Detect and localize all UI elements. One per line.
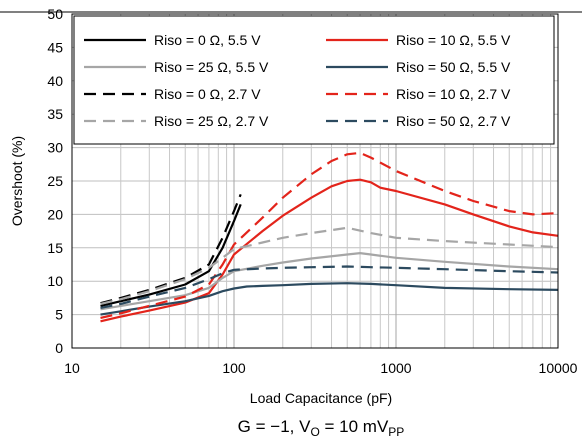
series-line	[100, 203, 242, 307]
y-axis-label: Overshoot (%)	[9, 136, 25, 226]
legend-label: Riso = 0 Ω, 5.5 V	[154, 32, 261, 48]
caption-mid: = 10 mV	[320, 417, 389, 436]
y-tick-label: 50	[47, 6, 63, 22]
y-tick-label: 20	[47, 206, 63, 222]
series-layer	[100, 151, 559, 323]
y-tick-label: 35	[47, 106, 63, 122]
legend-box	[73, 15, 555, 145]
caption-sub-pp: PP	[388, 425, 404, 439]
series-line	[100, 265, 559, 309]
legend-label: Riso = 0 Ω, 2.7 V	[154, 86, 261, 102]
chart-caption: G = −1, VO = 10 mVPP	[238, 417, 405, 439]
caption-sub-o: O	[310, 425, 319, 439]
series-line	[100, 252, 559, 311]
legend-label: Riso = 25 Ω, 5.5 V	[154, 59, 269, 75]
y-tick-label: 15	[47, 240, 63, 256]
y-tick-label: 0	[55, 340, 63, 356]
legend-label: Riso = 10 Ω, 5.5 V	[396, 32, 511, 48]
y-tick-label: 25	[47, 173, 63, 189]
x-tick-label: 10	[64, 360, 80, 376]
y-tick-label: 30	[47, 140, 63, 156]
y-tick-label: 10	[47, 273, 63, 289]
legend-label: Riso = 25 Ω, 2.7 V	[154, 113, 269, 129]
x-tick-label: 10000	[539, 360, 578, 376]
series-line	[100, 282, 559, 316]
x-axis-label: Load Capacitance (pF)	[250, 390, 392, 406]
x-tick-label: 100	[222, 360, 246, 376]
y-tick-label: 40	[47, 73, 63, 89]
y-axis-ticks: 0 5 10 15 20 25 30 35 40 45 50	[47, 6, 63, 356]
legend-label: Riso = 10 Ω, 2.7 V	[396, 86, 511, 102]
series-line	[100, 193, 242, 305]
legend: Riso = 0 Ω, 5.5 V Riso = 10 Ω, 5.5 V Riso …	[73, 15, 555, 145]
caption-prefix: G = −1, V	[238, 417, 311, 436]
x-tick-label: 1000	[380, 360, 411, 376]
y-tick-label: 45	[47, 39, 63, 55]
series-line	[100, 151, 559, 319]
x-axis-ticks: 10 100 1000 10000	[64, 360, 577, 376]
plot-frame	[71, 13, 559, 349]
y-tick-label: 5	[55, 307, 63, 323]
legend-label: Riso = 50 Ω, 5.5 V	[396, 59, 511, 75]
legend-label: Riso = 50 Ω, 2.7 V	[396, 113, 511, 129]
